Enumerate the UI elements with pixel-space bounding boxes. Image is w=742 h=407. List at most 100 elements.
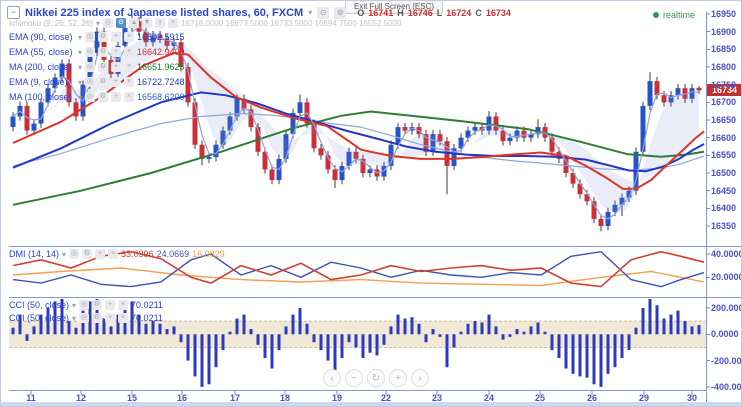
time-axis-label: 23: [431, 393, 443, 403]
close-icon[interactable]: ×: [118, 313, 129, 323]
eye-icon[interactable]: ◎: [103, 18, 114, 28]
arrow-down-icon[interactable]: ▼: [142, 18, 153, 28]
gear-icon[interactable]: ⚙: [98, 47, 109, 57]
gear-icon[interactable]: ⚙: [98, 92, 109, 102]
ma200-dropdown-icon[interactable]: ▾: [78, 62, 83, 72]
add-icon[interactable]: +: [155, 18, 166, 28]
collapse-legend-icon[interactable]: −: [7, 6, 20, 19]
legend-row-ichimoku: Ichimoku (9, 26, 52, 26) ▾ ◎ ⚙ ▲ ▼ + × 1…: [9, 18, 401, 28]
ema90-label: EMA (90, close): [9, 32, 73, 42]
cci-axis-label: 200.0000: [711, 302, 741, 313]
ichimoku-values: 16716.0000 16673.5000 16733.5000 16694.7…: [181, 18, 402, 28]
cci-axis-label: -200.0000: [711, 355, 742, 366]
gear-icon[interactable]: ⚙: [98, 62, 109, 72]
ema9-value: 16722.7248: [137, 77, 185, 87]
arrow-up-icon[interactable]: ▲: [129, 18, 140, 28]
time-axis-label: 15: [126, 393, 138, 403]
eye-icon[interactable]: ◎: [85, 62, 96, 72]
price-axis-label: 16850: [711, 44, 737, 55]
close-icon[interactable]: ×: [124, 47, 135, 57]
bottom-scroll-strip[interactable]: [1, 402, 741, 406]
eye-icon[interactable]: ◎: [79, 313, 90, 323]
ma100-dropdown-icon[interactable]: ▾: [78, 92, 83, 102]
close-icon[interactable]: ×: [108, 249, 119, 259]
ohlc-readout: O 16741 H 16746 L 16724 C 16734: [357, 8, 511, 18]
add-icon[interactable]: +: [95, 249, 106, 259]
legend-row-ma100: MA (100, close) ▾ ◎ ⚙ + × 16568.6200: [9, 92, 185, 102]
high-label: H: [397, 7, 404, 18]
close-icon[interactable]: ×: [124, 32, 135, 42]
ema90-value: 16602.5915: [137, 32, 185, 42]
ma200-value: 16651.9625: [137, 62, 185, 72]
add-icon[interactable]: +: [111, 32, 122, 42]
price-axis-label: 16900: [711, 26, 737, 37]
time-axis-label: 24: [483, 393, 495, 403]
scroll-left-button[interactable]: ‹: [323, 369, 341, 387]
price-axis-label: 16400: [711, 203, 737, 214]
ema90-dropdown-icon[interactable]: ▾: [78, 32, 83, 42]
time-axis-label: 12: [75, 393, 87, 403]
add-icon[interactable]: +: [111, 47, 122, 57]
price-axis-label: 16650: [711, 114, 737, 125]
time-axis-label: 26: [586, 393, 598, 403]
add-icon[interactable]: +: [111, 92, 122, 102]
close-value: 16734: [485, 7, 511, 18]
price-axis-label: 16800: [711, 61, 737, 72]
chart-settings-icon[interactable]: ⚙: [334, 6, 347, 19]
close-icon[interactable]: ×: [124, 92, 135, 102]
gear-icon[interactable]: ⚙: [116, 18, 127, 28]
price-axis-label: 16500: [711, 167, 737, 178]
price-axis-label: 16350: [711, 220, 737, 231]
cci-dropdown-icon[interactable]: ▾: [72, 313, 77, 323]
ema55-dropdown-icon[interactable]: ▾: [78, 47, 83, 57]
zoom-out-button[interactable]: −: [345, 369, 363, 387]
low-label: L: [436, 7, 443, 18]
gear-icon[interactable]: ⚙: [92, 300, 103, 310]
legend-row-ema55: EMA (55, close) ▾ ◎ ⚙ + × 16642.9409: [9, 47, 185, 57]
time-axis-label: 25: [534, 393, 546, 403]
gear-icon[interactable]: ⚙: [98, 77, 109, 87]
close-icon[interactable]: ×: [168, 18, 179, 28]
eye-icon[interactable]: ◎: [85, 32, 96, 42]
high-value: 16746: [407, 7, 433, 18]
gear-icon[interactable]: ⚙: [98, 32, 109, 42]
close-label: C: [475, 7, 482, 18]
eye-icon[interactable]: ◎: [85, 47, 96, 57]
cci-dropdown-icon[interactable]: ▾: [72, 300, 77, 310]
close-icon[interactable]: ×: [124, 62, 135, 72]
gear-icon[interactable]: ⚙: [82, 249, 93, 259]
add-icon[interactable]: +: [111, 77, 122, 87]
dmi-axis-label: 40.0000: [711, 249, 742, 259]
dmi-dropdown-icon[interactable]: ▾: [62, 249, 67, 259]
eye-icon[interactable]: ◎: [85, 92, 96, 102]
ichimoku-dropdown-icon[interactable]: ▾: [96, 18, 101, 28]
dmi-adx-value: 16.0829: [192, 249, 225, 259]
price-axis-label: 16600: [711, 132, 737, 143]
price-axis-label: 16700: [711, 97, 737, 108]
realtime-label: realtime: [662, 10, 695, 20]
dmi-label: DMI (14, 14): [9, 249, 60, 259]
compare-icon[interactable]: ⊙: [317, 6, 330, 19]
close-icon[interactable]: ×: [124, 77, 135, 87]
ichimoku-label: Ichimoku (9, 26, 52, 26): [9, 18, 94, 28]
add-icon[interactable]: +: [111, 62, 122, 72]
eye-icon[interactable]: ◎: [69, 249, 80, 259]
ma100-value: 16568.6200: [137, 92, 185, 102]
ema9-dropdown-icon[interactable]: ▾: [78, 77, 83, 87]
open-label: O: [357, 7, 365, 18]
scroll-right-button[interactable]: ›: [411, 369, 429, 387]
cci-label: CCI (50, close): [9, 300, 70, 310]
add-icon[interactable]: +: [105, 300, 116, 310]
chart-header: − Nikkei 225 index of Japanese listed sh…: [7, 6, 511, 19]
gear-icon[interactable]: ⚙: [92, 313, 103, 323]
zoom-in-button[interactable]: +: [389, 369, 407, 387]
chart-nav-controls: ‹ − ↻ + ›: [323, 369, 429, 387]
reset-view-button[interactable]: ↻: [367, 369, 385, 387]
eye-icon[interactable]: ◎: [85, 77, 96, 87]
close-icon[interactable]: ×: [118, 300, 129, 310]
symbol-dropdown-icon[interactable]: ▾: [308, 8, 313, 17]
add-icon[interactable]: +: [105, 313, 116, 323]
price-axis-label: 16450: [711, 185, 737, 196]
eye-icon[interactable]: ◎: [79, 300, 90, 310]
price-axis-label: 16550: [711, 150, 737, 161]
